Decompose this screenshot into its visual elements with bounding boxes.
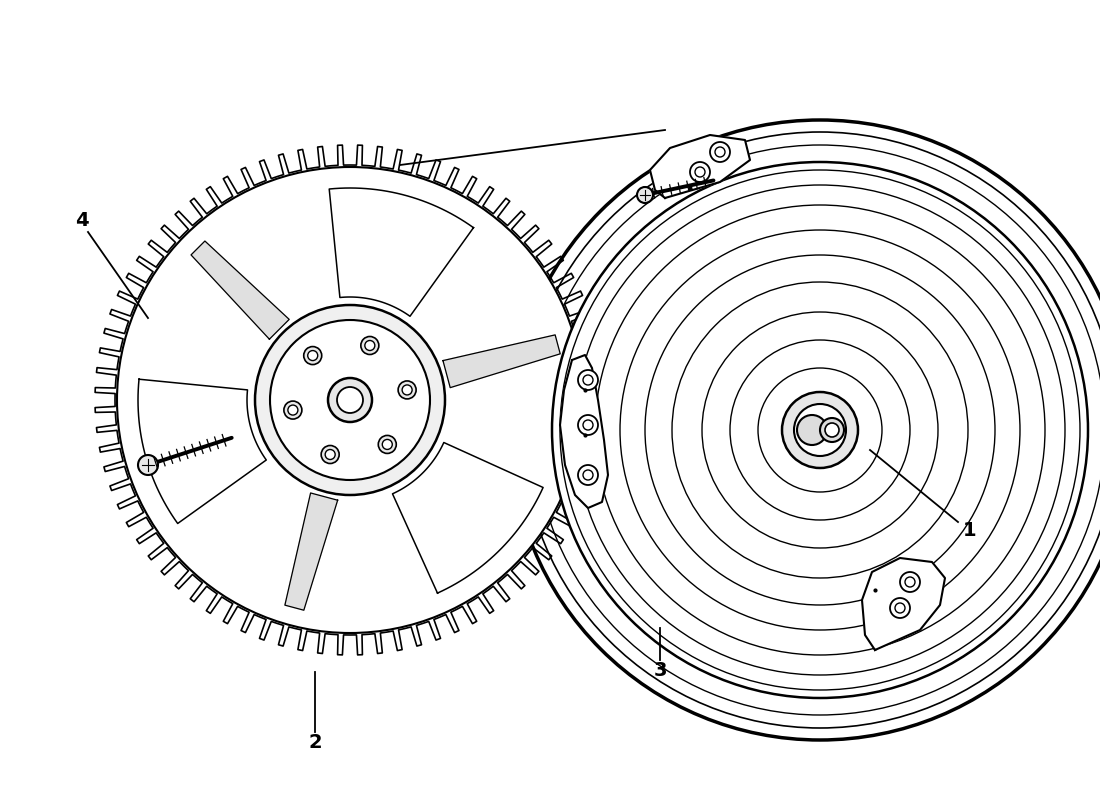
Text: 1: 1 bbox=[964, 521, 977, 539]
Circle shape bbox=[820, 418, 844, 442]
Polygon shape bbox=[285, 493, 338, 610]
Circle shape bbox=[578, 370, 598, 390]
Circle shape bbox=[794, 404, 846, 456]
Circle shape bbox=[695, 167, 705, 177]
Circle shape bbox=[403, 385, 412, 395]
Circle shape bbox=[905, 577, 915, 587]
Circle shape bbox=[710, 142, 730, 162]
Circle shape bbox=[288, 405, 298, 415]
Circle shape bbox=[900, 572, 920, 592]
Polygon shape bbox=[138, 379, 266, 523]
Circle shape bbox=[583, 420, 593, 430]
Circle shape bbox=[637, 187, 653, 203]
Polygon shape bbox=[560, 355, 608, 508]
Circle shape bbox=[583, 375, 593, 385]
Polygon shape bbox=[443, 335, 560, 388]
Circle shape bbox=[255, 305, 446, 495]
Circle shape bbox=[798, 415, 827, 445]
Circle shape bbox=[552, 162, 1088, 698]
Circle shape bbox=[383, 439, 393, 450]
Text: 2: 2 bbox=[308, 734, 322, 753]
Circle shape bbox=[378, 435, 396, 454]
Polygon shape bbox=[862, 558, 945, 650]
Circle shape bbox=[326, 450, 336, 459]
Text: 4: 4 bbox=[75, 210, 89, 230]
Polygon shape bbox=[329, 188, 473, 316]
Text: 3: 3 bbox=[653, 661, 667, 679]
Circle shape bbox=[125, 175, 575, 625]
Circle shape bbox=[270, 320, 430, 480]
Circle shape bbox=[895, 603, 905, 613]
Circle shape bbox=[583, 470, 593, 480]
Circle shape bbox=[398, 381, 416, 399]
Polygon shape bbox=[650, 135, 750, 198]
Polygon shape bbox=[393, 442, 543, 593]
Circle shape bbox=[578, 415, 598, 435]
Circle shape bbox=[117, 167, 583, 633]
Circle shape bbox=[365, 341, 375, 350]
Circle shape bbox=[337, 387, 363, 413]
Text: a passion for parts: a passion for parts bbox=[257, 315, 483, 425]
Circle shape bbox=[890, 598, 910, 618]
Circle shape bbox=[690, 162, 710, 182]
Circle shape bbox=[328, 378, 372, 422]
Circle shape bbox=[304, 346, 321, 365]
Circle shape bbox=[782, 392, 858, 468]
Circle shape bbox=[578, 465, 598, 485]
Text: eu: eu bbox=[124, 386, 337, 534]
Polygon shape bbox=[191, 241, 289, 339]
Circle shape bbox=[321, 446, 339, 463]
Circle shape bbox=[284, 401, 301, 419]
Circle shape bbox=[715, 147, 725, 157]
Circle shape bbox=[138, 455, 158, 475]
Circle shape bbox=[308, 350, 318, 361]
Polygon shape bbox=[95, 145, 605, 655]
Circle shape bbox=[361, 337, 378, 354]
Circle shape bbox=[825, 423, 839, 437]
